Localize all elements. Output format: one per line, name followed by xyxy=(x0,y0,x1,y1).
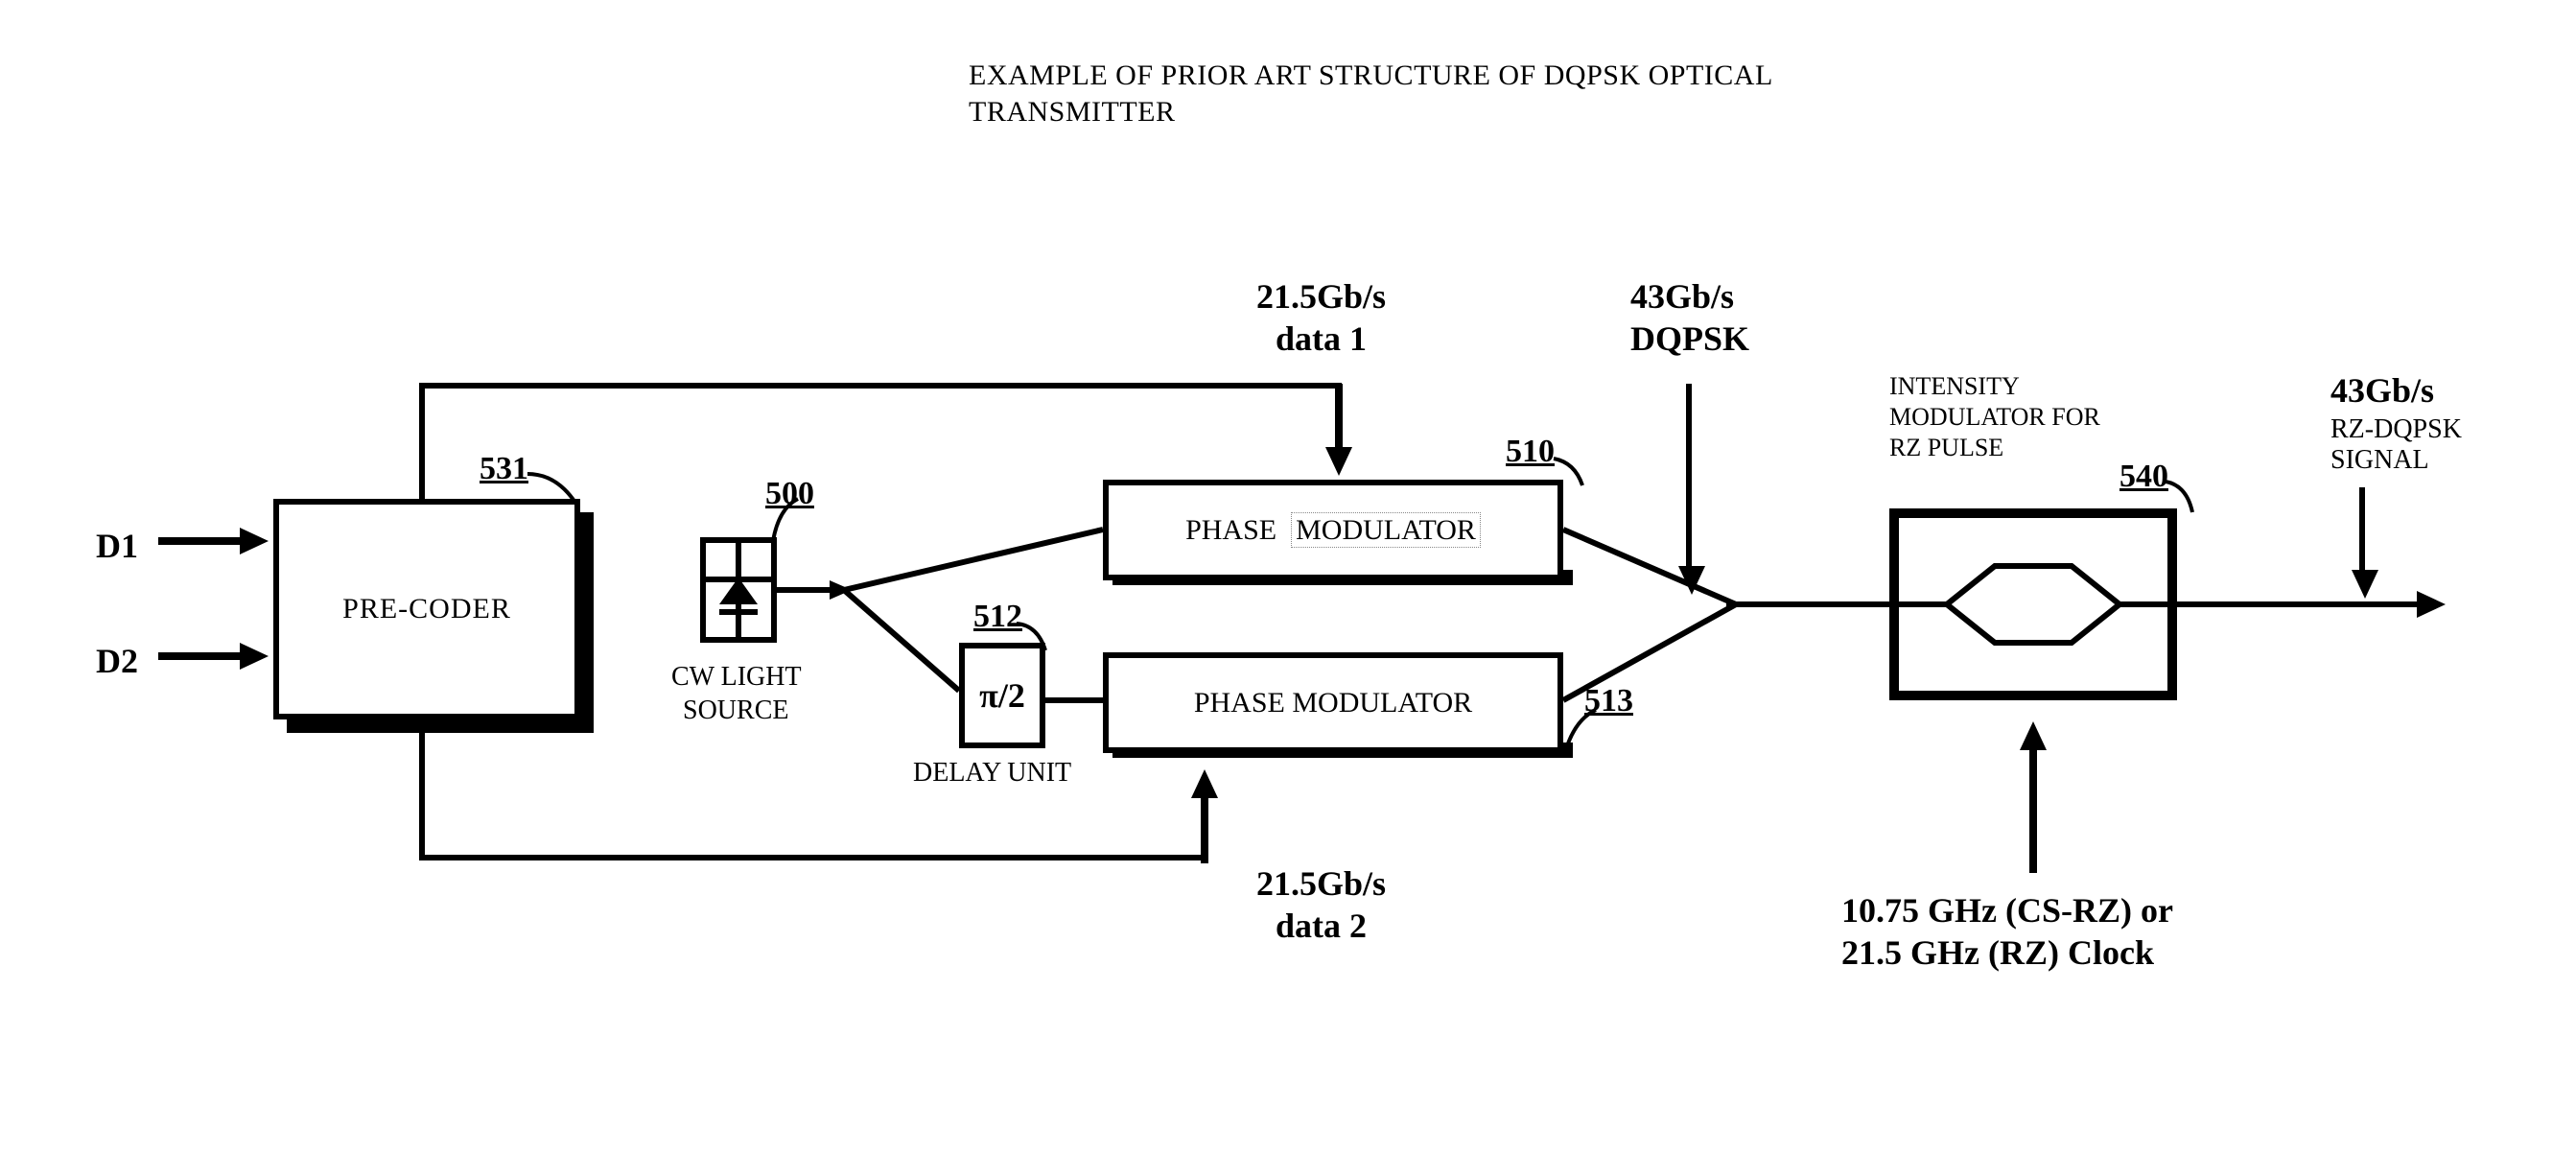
pm-bot-label: PHASE MODULATOR xyxy=(1194,687,1472,719)
diagram-title-line2: TRANSMITTER xyxy=(969,96,1176,129)
ref-leader-510 xyxy=(1554,457,1588,491)
photodiode-icon xyxy=(706,543,771,637)
clock-line1: 10.75 GHz (CS-RZ) or xyxy=(1841,890,2173,931)
ref-leader-512 xyxy=(1017,622,1055,656)
pm-top-label2: MODULATOR xyxy=(1291,512,1481,548)
clock-arrow-line xyxy=(2029,748,2037,873)
clock-arrow-head xyxy=(2020,721,2047,750)
pm-top-label1: PHASE xyxy=(1185,514,1276,546)
dqpsk-arrow-line xyxy=(1686,384,1692,571)
d2-arrow-head xyxy=(240,643,269,670)
dqpsk-line2: DQPSK xyxy=(1630,318,1749,359)
output-line2: RZ-DQPSK xyxy=(2330,414,2462,445)
data2-line1: 21.5Gb/s xyxy=(1256,863,1386,904)
intensity-label2: MODULATOR FOR xyxy=(1889,403,2100,432)
mzi-icon xyxy=(1899,518,2167,691)
output-arrow-head xyxy=(2417,591,2446,618)
precoder-box: PRE-CODER xyxy=(273,499,580,719)
lightsource-box xyxy=(700,537,777,643)
d1-arrow-head xyxy=(240,528,269,554)
delay-to-pm-line xyxy=(1045,697,1103,703)
output-label-arrow-head xyxy=(2352,570,2378,599)
output-line1: 43Gb/s xyxy=(2330,370,2434,411)
d2-arrow-line xyxy=(158,652,245,660)
data1-line2: data 1 xyxy=(1276,318,1367,359)
output-line xyxy=(2177,601,2426,607)
dqpsk-arrow-head xyxy=(1678,566,1705,595)
combiner-wires xyxy=(1563,480,1889,767)
diagram-title-line1: EXAMPLE OF PRIOR ART STRUCTURE OF DQPSK … xyxy=(969,59,1773,92)
lightsource-label2: SOURCE xyxy=(683,695,788,726)
ref-leader-531 xyxy=(527,470,585,508)
d1-arrow-line xyxy=(158,537,245,545)
ref-leader-513 xyxy=(1561,710,1600,758)
ref-leader-540 xyxy=(2166,480,2200,518)
dqpsk-line1: 43Gb/s xyxy=(1630,276,1734,317)
ref-leader-500 xyxy=(769,499,808,547)
intensity-box xyxy=(1889,508,2177,700)
intensity-label1: INTENSITY xyxy=(1889,372,2020,401)
input-d2-label: D2 xyxy=(96,641,138,681)
output-label-arrow-line xyxy=(2359,487,2365,574)
precoder-label: PRE-CODER xyxy=(342,593,511,625)
delay-symbol: π/2 xyxy=(979,675,1025,716)
intensity-ref: 540 xyxy=(2119,459,2168,495)
clock-line2: 21.5 GHz (RZ) Clock xyxy=(1841,932,2154,973)
input-d1-label: D1 xyxy=(96,526,138,566)
precoder-to-data2-wire xyxy=(422,729,1208,863)
output-line3: SIGNAL xyxy=(2330,445,2429,476)
data2-line2: data 2 xyxy=(1276,906,1367,946)
data1-line1: 21.5Gb/s xyxy=(1256,276,1386,317)
delay-ref: 512 xyxy=(973,599,1022,635)
intensity-label3: RZ PULSE xyxy=(1889,434,2003,462)
pm-top-ref: 510 xyxy=(1506,434,1555,470)
